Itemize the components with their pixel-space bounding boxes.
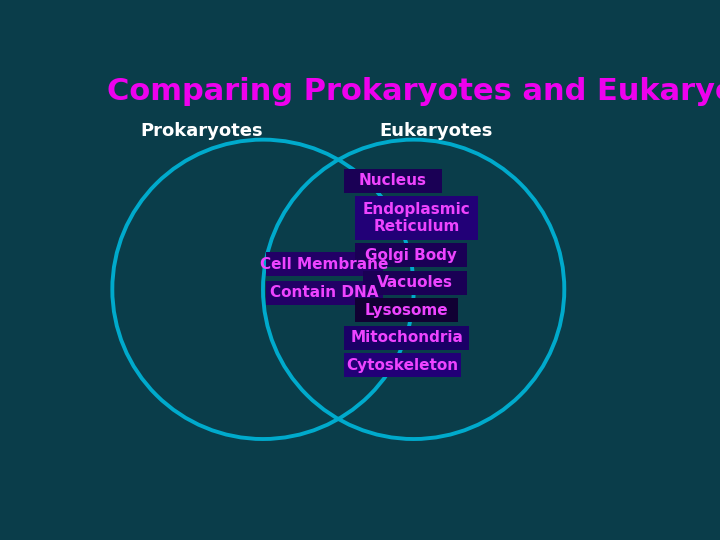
FancyBboxPatch shape [355,243,467,267]
FancyBboxPatch shape [355,298,458,322]
Text: Lysosome: Lysosome [365,302,449,318]
Text: Vacuoles: Vacuoles [377,275,453,290]
FancyBboxPatch shape [266,281,383,305]
Text: Prokaryotes: Prokaryotes [140,123,263,140]
FancyBboxPatch shape [266,252,383,276]
Text: Nucleus: Nucleus [359,173,427,188]
Text: Golgi Body: Golgi Body [365,248,456,263]
Text: Cytoskeleton: Cytoskeleton [346,357,459,373]
FancyBboxPatch shape [344,168,441,193]
Text: Cell Membrane: Cell Membrane [260,257,389,272]
FancyBboxPatch shape [344,353,461,377]
FancyBboxPatch shape [355,196,478,240]
Text: Contain DNA: Contain DNA [270,285,379,300]
FancyBboxPatch shape [364,271,467,295]
Text: Eukaryotes: Eukaryotes [379,123,492,140]
FancyBboxPatch shape [344,326,469,349]
Text: Mitochondria: Mitochondria [350,330,463,345]
Text: Comparing Prokaryotes and Eukaryotes: Comparing Prokaryotes and Eukaryotes [107,77,720,106]
Text: Endoplasmic
Reticulum: Endoplasmic Reticulum [363,202,470,234]
